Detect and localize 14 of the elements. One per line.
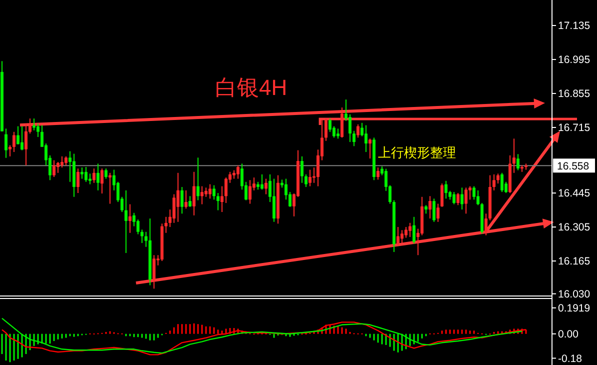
y-tick-label: -0.18 [558, 352, 582, 365]
y-tick-label: 16.855 [558, 88, 590, 100]
y-tick-label: 0.1919 [558, 302, 590, 315]
y-tick-label: 0.00 [558, 328, 579, 341]
y-tick-label: 16.715 [558, 122, 590, 134]
y-tick-label: 16.445 [558, 188, 590, 200]
text: 白银4H [215, 75, 288, 100]
y-tick-label: 17.135 [558, 20, 590, 32]
ref-line-label: 16.558 [557, 160, 590, 172]
y-tick-label: 16.030 [558, 288, 590, 300]
y-tick-label: 16.165 [558, 256, 590, 268]
y-tick-label: 16.995 [558, 54, 590, 66]
annotation: 上行楔形整理 [378, 145, 456, 160]
y-tick-label: 16.305 [558, 222, 590, 234]
